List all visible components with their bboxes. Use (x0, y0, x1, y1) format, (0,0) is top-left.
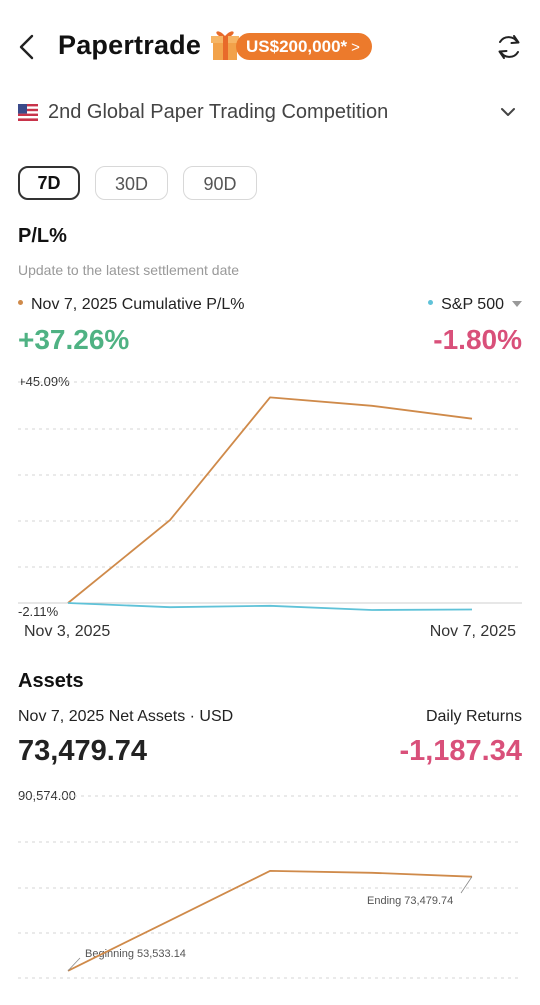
assets-section-title: Assets (18, 670, 84, 692)
pl-y-min-label: -2.11% (18, 604, 59, 619)
ending-leader-line (460, 876, 473, 894)
pl-update-note: Update to the latest settlement date (18, 262, 240, 278)
portfolio-pl-value: +37.26% (18, 324, 130, 355)
caret-down-icon (512, 300, 522, 307)
net-assets-label: Nov 7, 2025 Net Assets · USD (18, 708, 234, 725)
chevron-right-icon: > (351, 39, 360, 56)
portfolio-legend-label: Nov 7, 2025 Cumulative P/L% (31, 296, 245, 313)
benchmark-legend-dot (428, 300, 434, 306)
refresh-icon[interactable] (495, 33, 523, 61)
tab-90d[interactable]: 90D (183, 166, 257, 200)
portfolio-legend-dot (18, 300, 23, 306)
assets-ending-annotation: Ending 73,479.74 (367, 895, 454, 907)
competition-selector[interactable]: 2nd Global Paper Trading Competition (18, 98, 524, 130)
portfolio-pl-line (67, 396, 473, 604)
benchmark-pl-line (67, 602, 473, 611)
back-arrow-icon[interactable] (14, 30, 42, 64)
benchmark-pl-value: -1.80% (433, 324, 522, 355)
beginning-leader-line (67, 957, 81, 972)
gift-icon (211, 31, 239, 60)
pl-y-max-label: +45.09% (18, 374, 70, 389)
app-header: Papertrade US$200,000* > (0, 0, 540, 94)
tab-7d[interactable]: 7D (18, 166, 80, 200)
prize-promo-label: US$200,000* (246, 37, 348, 56)
benchmark-selector[interactable]: S&P 500 (428, 296, 522, 314)
daily-returns-label: Daily Returns (425, 708, 522, 725)
portfolio-legend: Nov 7, 2025 Cumulative P/L% (18, 296, 244, 314)
page-title: Papertrade (58, 30, 202, 60)
tab-30d[interactable]: 30D (95, 166, 168, 200)
competition-name: 2nd Global Paper Trading Competition (48, 101, 389, 123)
assets-beginning-annotation: Beginning 53,533.14 (85, 948, 186, 960)
pl-x-end-label: Nov 7, 2025 (429, 623, 516, 640)
daily-returns-value: -1,187.34 (399, 735, 522, 767)
benchmark-legend-label: S&P 500 (441, 296, 504, 313)
assets-line (67, 870, 473, 972)
prize-promo-button[interactable]: US$200,000* > (236, 33, 372, 60)
net-assets-value: 73,479.74 (18, 735, 148, 767)
pl-x-start-label: Nov 3, 2025 (24, 623, 111, 640)
us-flag-icon (18, 104, 38, 121)
chevron-down-icon[interactable] (498, 102, 518, 122)
pl-section-title: P/L% (18, 225, 67, 247)
